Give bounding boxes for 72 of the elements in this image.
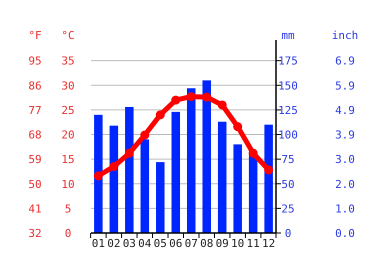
y-tick-label: 0 [64, 227, 72, 240]
bar [264, 124, 273, 233]
text: inch [332, 29, 358, 42]
bar [218, 122, 226, 233]
text: 5.9 [335, 79, 355, 92]
y3-tick-label: 86 [28, 79, 42, 92]
y3-tick-label: 95 [28, 54, 42, 68]
bar [186, 88, 196, 233]
y2-tick-label: 125 [278, 104, 298, 117]
text: 0.0 [335, 227, 355, 240]
bar [125, 106, 134, 233]
bar [172, 112, 180, 233]
point [94, 171, 103, 180]
point [171, 96, 180, 105]
y2-tick-label: 150 [278, 79, 298, 92]
y-tick-label: 15 [61, 153, 75, 166]
y-tick-label: 30 [61, 79, 75, 92]
x-tick-label: 01 [92, 237, 105, 250]
x-tick-label: 02 [107, 237, 120, 250]
point [218, 100, 227, 110]
text: 3.9 [335, 128, 355, 142]
y2-tick-label: 100 [278, 128, 298, 142]
x-tick-label: 11 [246, 237, 260, 250]
point [202, 92, 212, 102]
bar [140, 139, 150, 233]
bar [156, 162, 165, 233]
point [264, 165, 274, 174]
y2-tick-label: 0 [284, 227, 292, 240]
text: 3.0 [335, 153, 355, 166]
y3-tick-label: 77 [28, 104, 42, 117]
bar [248, 153, 258, 233]
point [186, 92, 196, 102]
y2-tick-label: 175 [278, 54, 298, 68]
y-tick-label: 20 [61, 128, 75, 142]
x-tick-label: 05 [154, 237, 167, 250]
point [109, 162, 118, 172]
x-tick-label: 03 [122, 237, 136, 250]
point [248, 148, 258, 158]
point [140, 130, 150, 140]
text: 2.0 [335, 178, 355, 191]
y3-tick-label: 41 [28, 202, 42, 216]
y3-axis-title: °F [28, 29, 42, 42]
y-tick-label: 5 [64, 202, 72, 216]
point [156, 110, 165, 120]
x-tick-label: 06 [169, 237, 182, 250]
y-tick-label: 35 [61, 54, 75, 68]
y-axis-title: °C [61, 29, 75, 42]
y-tick-label: 25 [61, 104, 75, 117]
y3-tick-label: 59 [28, 153, 42, 166]
text: 4.9 [335, 104, 355, 117]
x-tick-label: 10 [231, 237, 244, 250]
x-tick-label: 09 [216, 237, 229, 250]
bar [110, 126, 118, 233]
x-tick-label: 12 [262, 237, 276, 250]
x-tick-label: 07 [184, 237, 198, 250]
y3-tick-label: 32 [28, 227, 42, 240]
x-tick-label: 04 [138, 237, 152, 250]
y3-tick-label: 50 [28, 178, 42, 191]
y2-tick-label: 25 [281, 202, 295, 216]
x-tick-label: 08 [200, 237, 214, 250]
y3-tick-label: 68 [28, 128, 42, 142]
y2-axis-title: mm [281, 29, 295, 42]
text: 6.9 [335, 54, 355, 68]
point [233, 122, 242, 132]
bar [202, 80, 211, 233]
y-tick-label: 10 [61, 178, 75, 191]
y2-tick-label: 75 [281, 153, 295, 166]
text: 1.0 [335, 202, 355, 216]
bar [94, 114, 103, 233]
point [124, 148, 134, 158]
bar [233, 144, 242, 233]
y2-tick-label: 50 [281, 178, 295, 191]
